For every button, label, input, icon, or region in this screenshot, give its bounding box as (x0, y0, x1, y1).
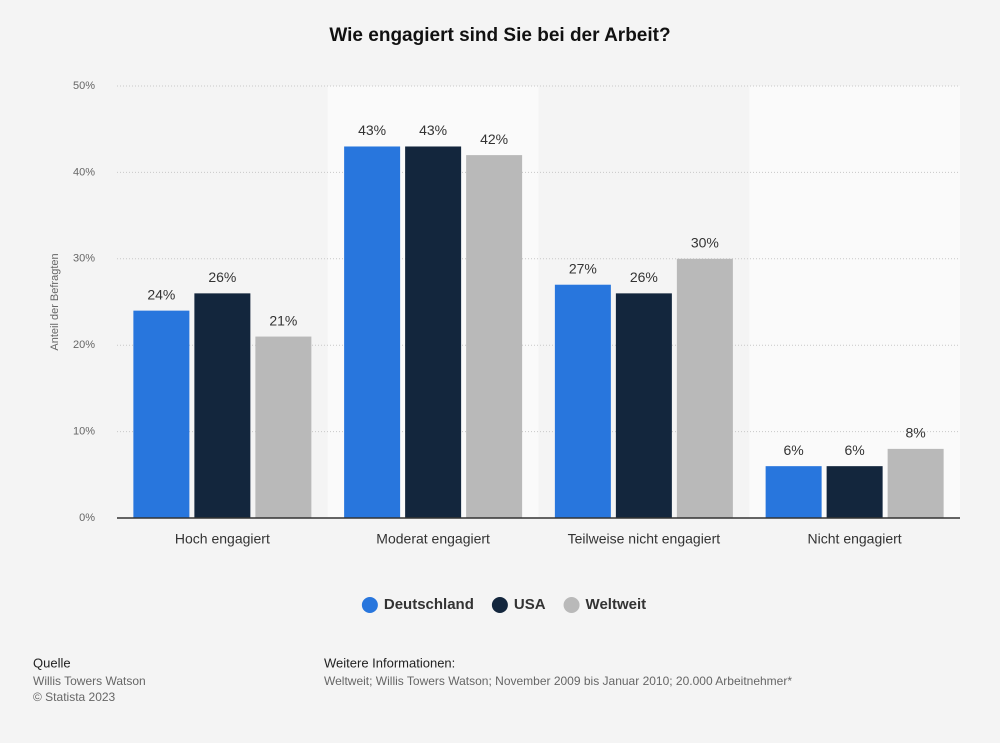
source-title: Quelle (33, 655, 71, 670)
info: Weltweit; Willis Towers Watson; November… (324, 674, 792, 688)
value-label: 24% (147, 286, 175, 302)
bar (466, 155, 523, 518)
bar (344, 146, 401, 519)
value-label: 30% (691, 235, 719, 251)
value-label: 8% (906, 425, 926, 441)
y-tick-label: 40% (73, 166, 95, 178)
x-tick-label: Nicht engagiert (808, 531, 902, 547)
x-tick-label: Teilweise nicht engagiert (568, 531, 721, 547)
source: Willis Towers Watson (33, 674, 146, 688)
band (749, 86, 960, 518)
bar (676, 258, 733, 518)
legend-label: Deutschland (384, 596, 474, 613)
y-tick-label: 20% (73, 339, 95, 351)
value-label: 42% (480, 131, 508, 147)
bar (615, 293, 672, 518)
value-label: 6% (845, 442, 865, 458)
y-tick-label: 10% (73, 426, 95, 438)
legend-marker (491, 597, 508, 613)
y-tick-label: 50% (73, 80, 95, 92)
legend-item: USA (491, 596, 546, 613)
legend-marker (361, 597, 378, 613)
y-tick-label: 0% (79, 512, 95, 524)
value-label: 26% (208, 269, 236, 285)
bar (194, 293, 251, 518)
legend-marker (563, 597, 580, 613)
bar (887, 448, 944, 518)
bar (405, 146, 462, 519)
bar (765, 466, 822, 518)
legend-item: Weltweit (563, 596, 647, 613)
legend-item: Deutschland (361, 596, 474, 613)
bar (826, 466, 883, 518)
bar (255, 336, 312, 518)
legend-label: Weltweit (586, 596, 647, 613)
bar (554, 284, 611, 518)
chart-title: Wie engagiert sind Sie bei der Arbeit? (329, 25, 670, 46)
value-label: 27% (569, 260, 597, 276)
value-label: 43% (419, 122, 447, 138)
x-tick-label: Moderat engagiert (376, 531, 490, 547)
copyright: © Statista 2023 (33, 690, 116, 704)
legend-label: USA (514, 596, 546, 613)
value-label: 43% (358, 122, 386, 138)
value-label: 26% (630, 269, 658, 285)
x-tick-label: Hoch engagiert (175, 531, 270, 547)
value-label: 21% (269, 312, 297, 328)
info-title: Weitere Informationen: (324, 655, 455, 670)
y-tick-label: 30% (73, 253, 95, 265)
y-axis-label: Anteil der Befragten (49, 253, 61, 350)
value-label: 6% (784, 442, 804, 458)
bar (133, 310, 190, 518)
